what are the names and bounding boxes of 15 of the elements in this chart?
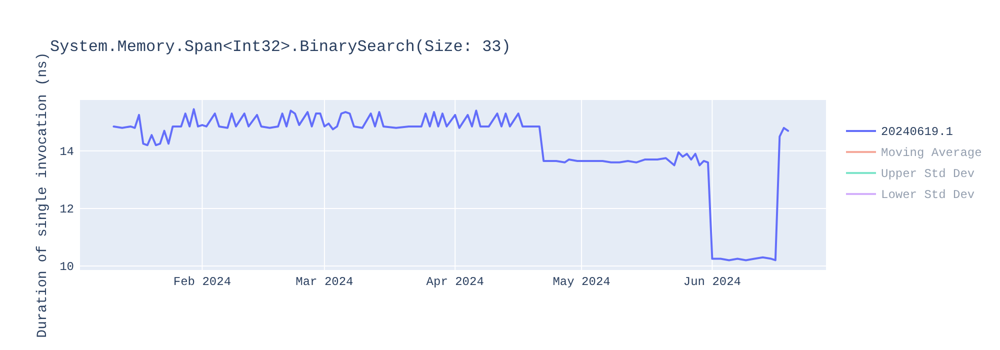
x-tick-label: Apr 2024 [426,275,484,289]
y-tick-label: 12 [60,202,74,216]
x-tick-label: Feb 2024 [173,275,232,289]
x-tick-label: Mar 2024 [296,275,354,289]
x-tick-label: Jun 2024 [683,275,742,289]
x-tick-label: May 2024 [552,275,610,289]
legend-label: Lower Std Dev [881,188,975,202]
legend-label: Moving Average [881,146,982,160]
chart-title: System.Memory.Span<Int32>.BinarySearch(Size: 33) [50,38,511,56]
y-axis-title: Duration of single invocation (ns) [35,52,51,338]
legend-label: 20240619.1 [881,125,954,139]
y-tick-label: 10 [60,260,74,274]
y-tick-label: 14 [60,144,74,159]
line-series [112,108,790,262]
legend-label: Upper Std Dev [881,167,975,181]
